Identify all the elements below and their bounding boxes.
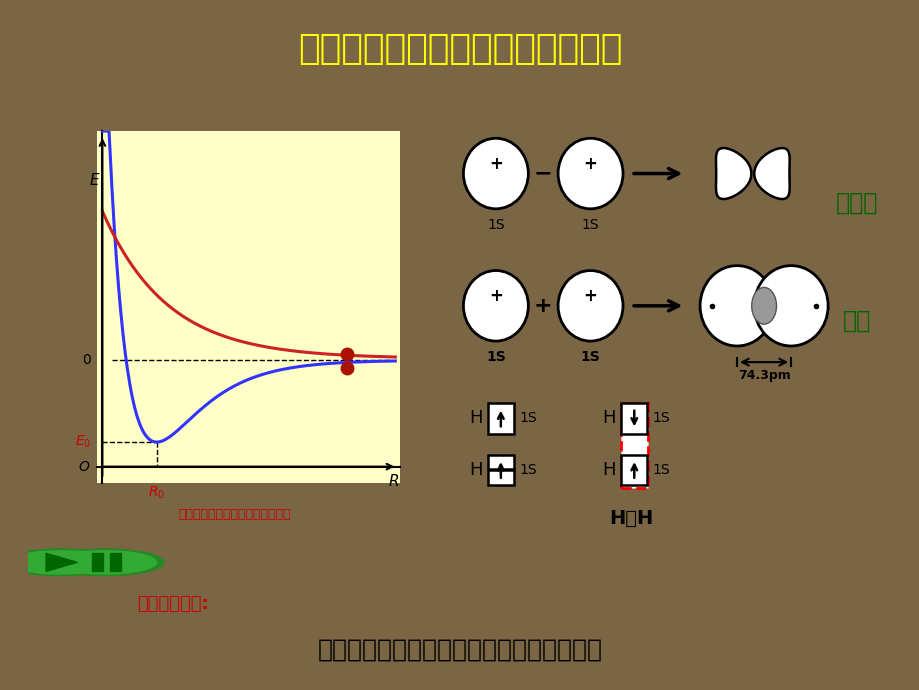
Text: H－H: H－H: [608, 509, 652, 529]
Text: H: H: [469, 409, 482, 428]
FancyBboxPatch shape: [620, 403, 647, 488]
Circle shape: [754, 266, 827, 346]
Text: 基态: 基态: [842, 308, 869, 333]
Bar: [487, 471, 514, 485]
Bar: [620, 403, 647, 434]
Text: 排斥态: 排斥态: [834, 191, 877, 215]
Text: $0$: $0$: [82, 353, 92, 367]
Circle shape: [558, 138, 622, 209]
Text: 1S: 1S: [580, 351, 600, 364]
Text: 成键原子的原子轨道部分重叠而形成共价键: 成键原子的原子轨道部分重叠而形成共价键: [317, 638, 602, 661]
Text: 1S: 1S: [486, 218, 505, 232]
Text: −: −: [533, 164, 552, 184]
Text: +: +: [583, 287, 596, 305]
Polygon shape: [46, 553, 77, 571]
Circle shape: [558, 270, 622, 341]
Text: +: +: [488, 287, 503, 305]
Text: 共价键的本质:: 共价键的本质:: [137, 595, 208, 613]
Circle shape: [46, 549, 164, 575]
Circle shape: [9, 551, 112, 574]
Circle shape: [53, 551, 156, 574]
Text: +: +: [488, 155, 503, 172]
Bar: [620, 455, 647, 485]
Text: 1S: 1S: [581, 218, 598, 232]
Text: H: H: [601, 461, 615, 479]
Circle shape: [463, 138, 528, 209]
Circle shape: [2, 549, 119, 575]
Text: $E_0$: $E_0$: [75, 434, 91, 451]
Text: +: +: [533, 296, 552, 316]
Text: +: +: [583, 155, 596, 172]
Text: 1S: 1S: [518, 411, 537, 426]
Text: 1S: 1S: [652, 411, 670, 426]
Circle shape: [699, 266, 773, 346]
Text: 1S: 1S: [652, 463, 670, 477]
Bar: [487, 455, 514, 469]
Text: 1S: 1S: [518, 463, 537, 477]
Text: 74.3pm: 74.3pm: [737, 369, 789, 382]
Polygon shape: [715, 148, 751, 199]
Text: H: H: [601, 409, 615, 428]
Text: $O$: $O$: [78, 460, 91, 473]
Polygon shape: [754, 148, 789, 199]
Text: $E$: $E$: [89, 172, 100, 188]
Text: 1S: 1S: [485, 351, 505, 364]
Polygon shape: [92, 553, 103, 571]
Ellipse shape: [751, 288, 776, 324]
Polygon shape: [110, 553, 121, 571]
Text: H: H: [469, 461, 482, 479]
Text: 氢分子的能量与核间距的关系曲线: 氢分子的能量与核间距的关系曲线: [178, 508, 290, 520]
Circle shape: [463, 270, 528, 341]
Bar: [487, 403, 514, 434]
Text: $R_0$: $R_0$: [148, 484, 165, 501]
Text: $R$: $R$: [388, 473, 399, 489]
Text: 二、氢分子的形成和共价键的本质: 二、氢分子的形成和共价键的本质: [298, 32, 621, 66]
